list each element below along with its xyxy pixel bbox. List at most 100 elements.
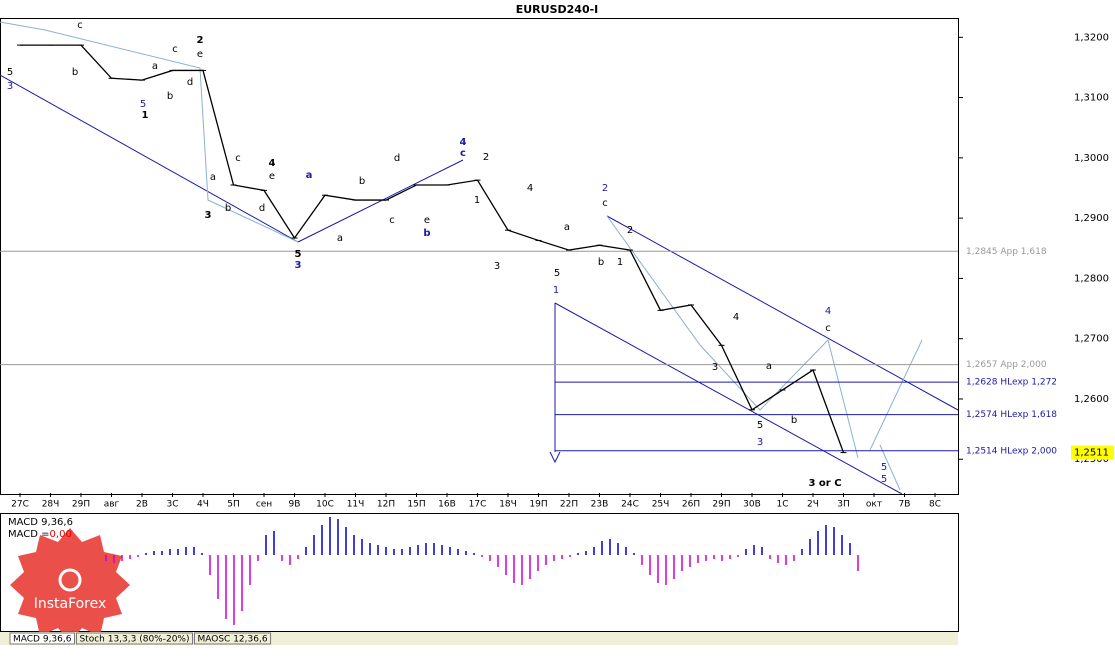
- level-label: 1,2845 App 1,618: [966, 247, 1047, 257]
- x-tick-label: сен: [256, 500, 272, 510]
- x-tick-label: 7В: [899, 500, 911, 510]
- wave-label: c: [172, 44, 178, 55]
- macd-value: 0,00: [50, 529, 72, 540]
- plot-frame: [0, 18, 959, 495]
- x-tick-label: окт: [866, 500, 882, 510]
- wave-label: e: [424, 215, 430, 226]
- tab-label: MAOSC 12,36,6: [198, 635, 268, 645]
- wave-label: 5: [757, 420, 763, 431]
- wave-label: 5: [295, 249, 302, 260]
- wave-label: 3: [295, 260, 302, 271]
- wave-label: e: [197, 49, 203, 60]
- wave-label: a: [564, 222, 570, 233]
- wave-label: 3: [494, 261, 500, 272]
- x-tick-label: 19П: [529, 500, 547, 510]
- macd-frame: [0, 513, 959, 632]
- wave-label: 4: [825, 306, 831, 317]
- wave-label: 3: [7, 81, 13, 92]
- wave-label: 5: [881, 474, 887, 485]
- x-tick-label: 25Ч: [652, 500, 670, 510]
- wave-label: 4: [733, 312, 739, 323]
- tab-box: [9, 632, 75, 645]
- wave-label: a: [306, 170, 313, 181]
- wave-label: c: [389, 215, 395, 226]
- wave-label: c: [825, 323, 831, 334]
- wave-label: 3 or C: [808, 478, 841, 489]
- wave-label: d: [394, 153, 400, 164]
- wave-label: 4: [460, 137, 467, 148]
- wave-label: 1: [553, 285, 559, 296]
- tab-label: Stoch 13,3,3 (80%-20%): [79, 635, 189, 645]
- x-tick-label: 3П: [837, 500, 850, 510]
- x-tick-label: 15П: [407, 500, 425, 510]
- tab[interactable]: MACD 9,36,6: [9, 632, 75, 645]
- tab[interactable]: Stoch 13,3,3 (80%-20%): [75, 632, 193, 645]
- wave-label: b: [72, 67, 78, 78]
- x-tick-label: 1С: [776, 500, 788, 510]
- level-label: 1,2628 HLexp 1,272: [966, 378, 1057, 388]
- x-tick-label: 28Ч: [42, 500, 60, 510]
- x-tick-label: 12П: [377, 500, 395, 510]
- y-tick-label: 1,3100: [1074, 93, 1109, 104]
- x-tick-label: 29П: [72, 500, 90, 510]
- wave-label: 5: [7, 67, 13, 78]
- wave-label: c: [77, 20, 83, 31]
- wave-guides: [0, 21, 923, 491]
- channels: [0, 74, 959, 495]
- x-tick-label: 24С: [621, 500, 639, 510]
- x-tick-label: 3С: [166, 500, 178, 510]
- wave-label: e: [269, 171, 275, 182]
- macd-value-prefix: MACD =: [8, 529, 50, 540]
- wave-label: 3: [712, 362, 718, 373]
- wave-label: 2: [602, 183, 608, 194]
- x-tick-label: 27С: [11, 500, 29, 510]
- logo-text: InstaForex: [34, 596, 107, 612]
- wave-label: b: [791, 415, 797, 426]
- wave-label: 5: [554, 268, 560, 279]
- wave-label: a: [337, 233, 343, 244]
- chart-title: EURUSD240-I: [516, 3, 599, 16]
- wave-label: b: [423, 228, 430, 239]
- x-tick-label: 17С: [469, 500, 487, 510]
- y-tick-label: 1,3000: [1074, 153, 1109, 164]
- wave-label: d: [187, 77, 193, 88]
- x-tick-label: 9В: [289, 500, 301, 510]
- wave-label: 2: [627, 225, 633, 236]
- wave-label: 1: [474, 195, 480, 206]
- wave-label: 4: [527, 183, 533, 194]
- price-line: [20, 44, 845, 453]
- wave-label: 3: [757, 437, 763, 448]
- y-tick-label: 1,2800: [1074, 273, 1109, 284]
- x-tick-label: 2В: [136, 500, 148, 510]
- x-tick-label: 10С: [316, 500, 334, 510]
- y-tick-label: 1,2700: [1074, 334, 1109, 345]
- macd-title: MACD 9,36,6: [8, 517, 73, 528]
- price-tag-label: 1,2511: [1074, 448, 1109, 459]
- wave-label: b: [225, 203, 231, 214]
- level-label: 1,2657 App 2,000: [966, 360, 1047, 370]
- y-tick-label: 1,2900: [1074, 213, 1109, 224]
- wave-label: c: [602, 198, 608, 209]
- wave-label: a: [210, 172, 216, 183]
- y-tick-label: 1,2500: [1074, 454, 1109, 465]
- y-tick-label: 1,2600: [1074, 394, 1109, 405]
- x-tick-label: авг: [104, 500, 120, 510]
- wave-label: a: [152, 61, 158, 72]
- wave-label: 5: [881, 462, 887, 473]
- x-tick-label: 4Ч: [197, 500, 209, 510]
- x-tick-label: 29П: [712, 500, 730, 510]
- x-tick-label: 30В: [743, 500, 761, 510]
- level-label: 1,2514 HLexp 2,000: [966, 446, 1057, 456]
- y-tick-label: 1,3200: [1074, 32, 1109, 43]
- wave-label: b: [598, 257, 604, 268]
- wave-label: a: [766, 361, 772, 372]
- tab-box: [194, 632, 272, 645]
- wave-label: 5: [140, 99, 146, 110]
- wave-label: 4: [269, 158, 276, 169]
- x-tick-label: 5П: [227, 500, 240, 510]
- level-label: 1,2574 HLexp 1,618: [966, 410, 1057, 420]
- wave-label: c: [235, 153, 241, 164]
- tab-label: MACD 9,36,6: [13, 635, 72, 645]
- tab[interactable]: MAOSC 12,36,6: [194, 632, 272, 645]
- x-tick-label: 2Ч: [807, 500, 819, 510]
